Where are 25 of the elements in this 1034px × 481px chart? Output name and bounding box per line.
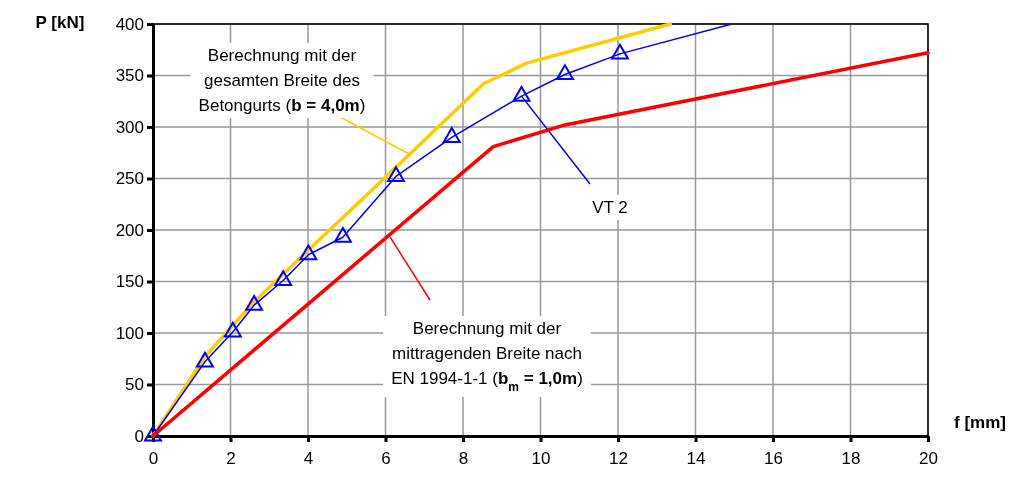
x-tick-label: 20: [919, 448, 938, 468]
x-tick-label: 6: [381, 448, 391, 468]
y-tick-label: 400: [115, 14, 144, 34]
annotation: Berechnung mit der gesamten Breite des Betongurts (b = 4,0m): [198, 46, 366, 115]
x-axis-title: f [mm]: [954, 413, 1006, 432]
x-tick-label: 18: [841, 448, 861, 468]
annotation: Berechnung mit der mittragenden Breite nach EN 1994-1-1 (b$_{m}$ = 1,0m): [391, 319, 583, 394]
y-tick-label: 150: [115, 272, 144, 292]
x-tick-label: 2: [226, 448, 236, 468]
annotation: VT 2: [592, 198, 628, 217]
y-tick-label: 250: [115, 169, 144, 189]
x-tick-label: 0: [148, 448, 159, 468]
x-tick-label: 14: [686, 448, 706, 468]
y-tick-label: 200: [115, 220, 144, 240]
x-tick-label: 4: [303, 448, 314, 468]
y-tick-label: 300: [115, 117, 144, 137]
x-tick-label: 10: [531, 448, 551, 468]
y-tick-label: 0: [134, 426, 144, 446]
y-tick-label: 100: [115, 323, 144, 343]
y-tick-label: 50: [125, 375, 144, 395]
x-tick-label: 8: [458, 448, 469, 468]
y-axis-title: P [kN]: [35, 13, 85, 32]
x-tick-label: 16: [764, 448, 783, 468]
x-tick-label: 12: [609, 448, 628, 468]
y-tick-label: 350: [115, 66, 144, 86]
